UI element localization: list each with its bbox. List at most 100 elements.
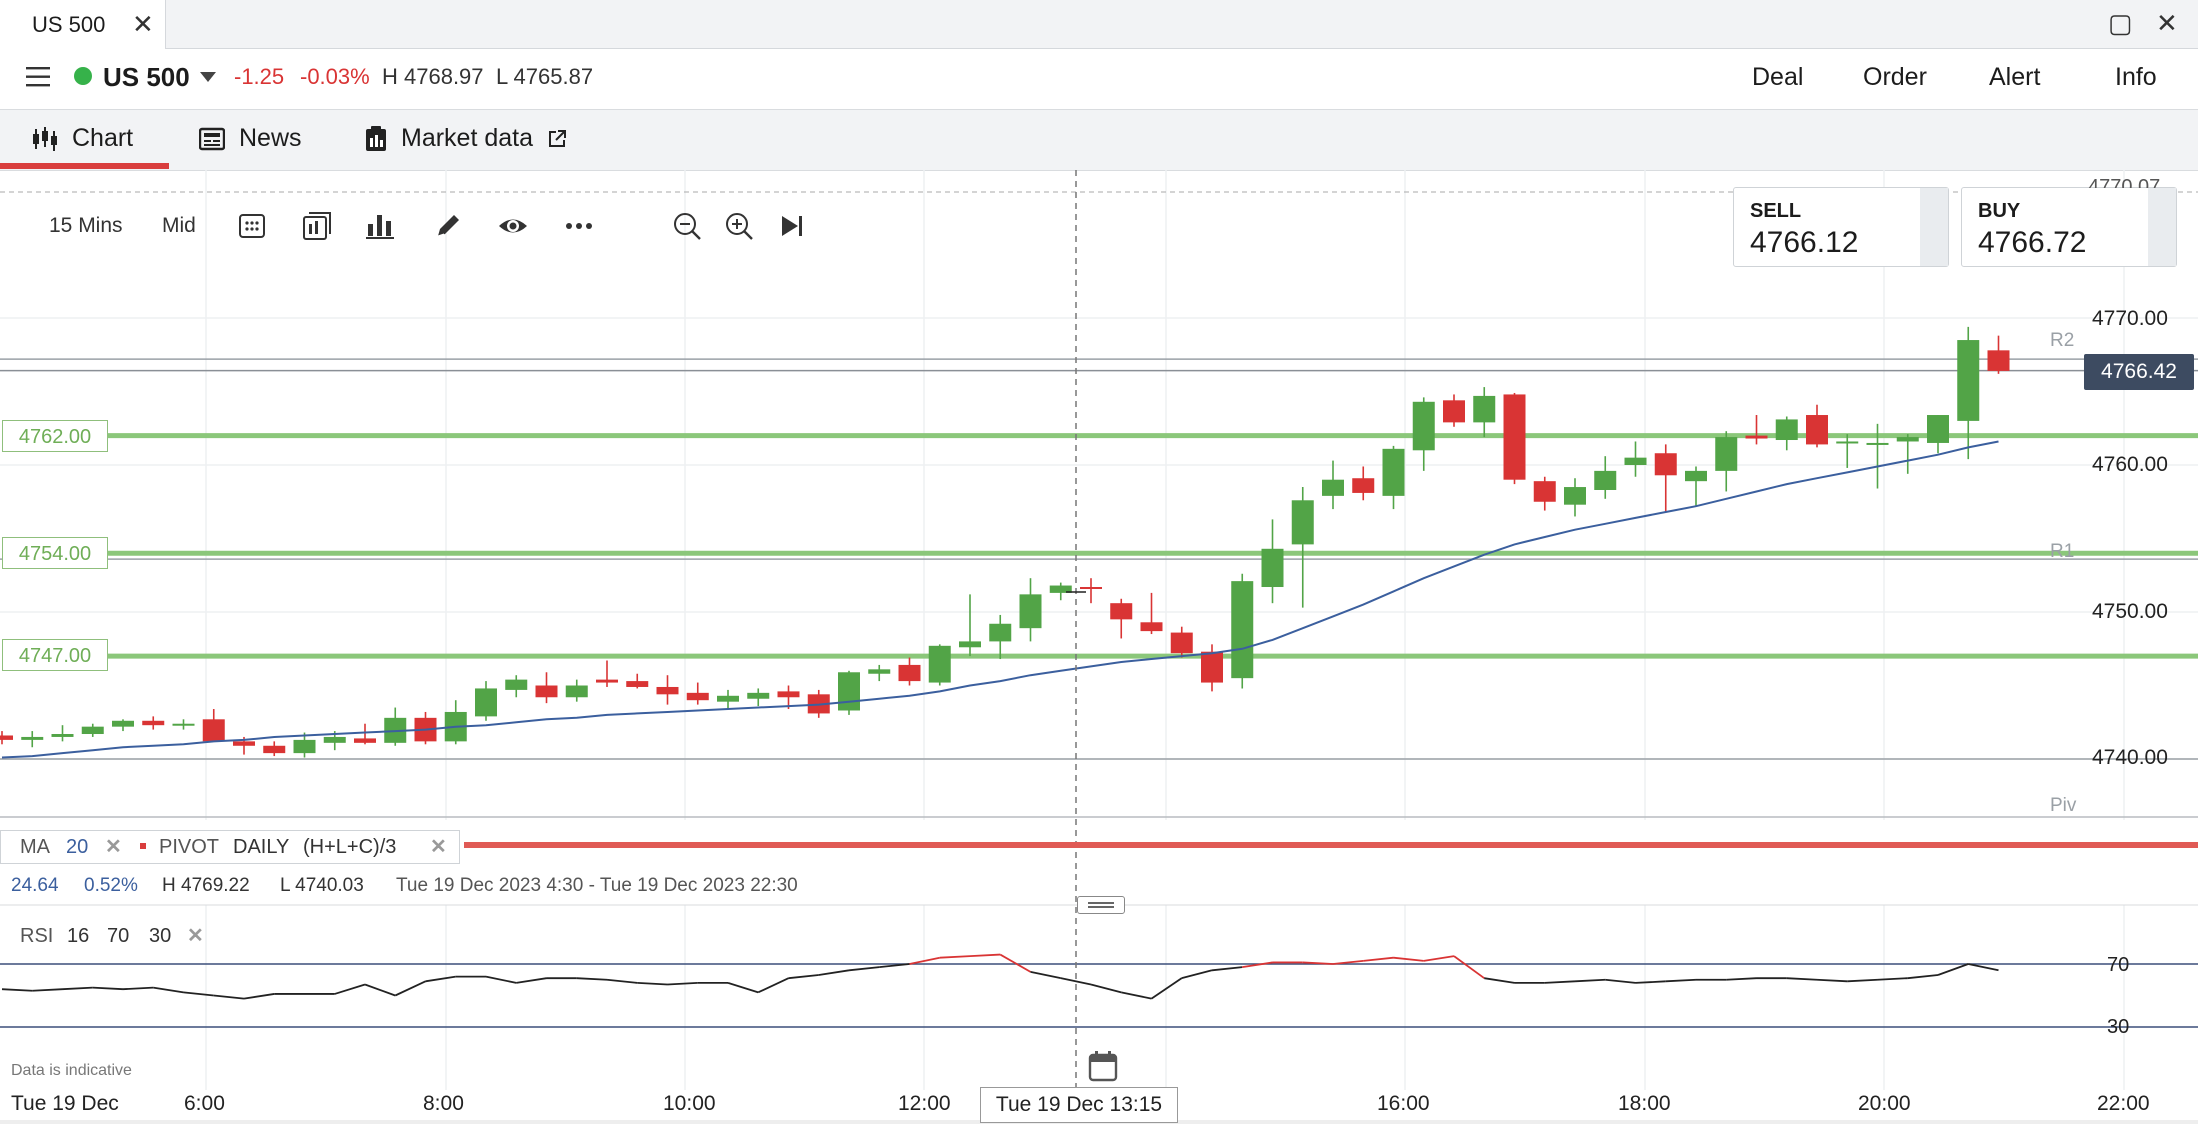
rsi-segment bbox=[1726, 977, 1757, 981]
order-button[interactable]: Order bbox=[1863, 63, 1927, 91]
rsi-segment bbox=[62, 986, 93, 991]
rsi-segment bbox=[999, 953, 1031, 973]
zoom-in-icon[interactable] bbox=[723, 210, 755, 242]
price-type-selector[interactable]: Mid bbox=[162, 214, 196, 237]
pencil-draw-icon[interactable] bbox=[432, 210, 464, 242]
buy-button[interactable]: BUY 4766.72 bbox=[1961, 187, 2177, 267]
bar-chart-icon[interactable] bbox=[364, 210, 396, 242]
candle bbox=[1503, 392, 1526, 485]
candle-body bbox=[354, 738, 376, 743]
hline-label[interactable]: 4754.00 bbox=[2, 537, 108, 569]
chart-type-grid-icon[interactable] bbox=[236, 210, 268, 242]
interval-selector[interactable]: 15 Mins bbox=[49, 214, 123, 237]
price-axis-label: 4760.00 bbox=[2092, 453, 2168, 476]
ma-period[interactable]: 20 bbox=[66, 836, 89, 858]
rsi-param[interactable]: 70 bbox=[107, 925, 130, 947]
candle bbox=[1957, 326, 1980, 460]
layout-icon[interactable] bbox=[300, 210, 332, 242]
candle-body bbox=[142, 720, 165, 726]
candle bbox=[1594, 456, 1617, 499]
rsi-param[interactable]: 30 bbox=[149, 925, 172, 947]
close-tab-icon[interactable]: ✕ bbox=[132, 9, 154, 39]
candle-body bbox=[747, 692, 770, 699]
pivot-period[interactable]: DAILY bbox=[233, 836, 290, 858]
ma-label[interactable]: MA bbox=[20, 836, 50, 858]
buy-label: BUY bbox=[1978, 200, 2021, 222]
remove-rsi-icon[interactable]: ✕ bbox=[187, 925, 204, 947]
candle bbox=[656, 675, 679, 705]
candle-body bbox=[1866, 442, 1889, 445]
candle bbox=[1745, 415, 1768, 445]
chevron-down-icon[interactable] bbox=[200, 72, 216, 84]
candle bbox=[1382, 445, 1405, 510]
candle-body bbox=[565, 685, 588, 698]
alert-button[interactable]: Alert bbox=[1989, 63, 2041, 91]
zoom-out-icon[interactable] bbox=[671, 210, 703, 242]
rsi-segment bbox=[1242, 961, 1273, 969]
hline-label[interactable]: 4747.00 bbox=[2, 639, 108, 671]
candle bbox=[142, 716, 165, 730]
tab-market-data-label: Market data bbox=[401, 124, 534, 152]
current-price-tag: 4766.42 bbox=[2084, 354, 2194, 390]
rsi-segment bbox=[818, 969, 850, 976]
rsi-segment bbox=[1030, 970, 1061, 980]
rsi-panel bbox=[0, 953, 2198, 1028]
pivot-formula[interactable]: (H+L+C)/3 bbox=[303, 836, 397, 858]
rsi-segment bbox=[1060, 977, 1092, 986]
disclaimer: Data is indicative bbox=[11, 1062, 132, 1079]
candle-body bbox=[1019, 594, 1042, 629]
candle-body bbox=[686, 692, 709, 701]
candle-body bbox=[838, 672, 860, 711]
candle bbox=[354, 723, 376, 745]
time-axis-date: Tue 19 Dec bbox=[11, 1092, 119, 1115]
rsi-segment bbox=[122, 986, 154, 991]
remove-pivot-icon[interactable]: ✕ bbox=[430, 836, 447, 858]
sell-label: SELL bbox=[1750, 200, 1802, 222]
maximize-icon[interactable]: ▢ bbox=[2108, 8, 2133, 38]
candle-body bbox=[0, 735, 13, 740]
rsi-segment bbox=[1332, 959, 1364, 965]
price-change: -1.25 bbox=[234, 64, 285, 89]
candle bbox=[1170, 626, 1193, 658]
eye-icon[interactable] bbox=[497, 210, 529, 242]
candle bbox=[1019, 578, 1042, 642]
candle-body bbox=[1745, 435, 1768, 439]
panel-resize-handle-icon[interactable] bbox=[1077, 896, 1125, 914]
scroll-to-latest-icon[interactable] bbox=[776, 210, 808, 242]
rsi-segment bbox=[939, 955, 971, 959]
view-tabs bbox=[0, 110, 2198, 171]
hline-label[interactable]: 4762.00 bbox=[2, 420, 108, 452]
window-close-icon[interactable]: ✕ bbox=[2156, 8, 2178, 38]
candle bbox=[444, 700, 467, 745]
instrument-name[interactable]: US 500 bbox=[103, 62, 190, 92]
candle-body bbox=[1140, 622, 1163, 632]
candle bbox=[1806, 404, 1828, 448]
calendar-icon[interactable] bbox=[1088, 1050, 1118, 1082]
tab-news[interactable]: News bbox=[199, 124, 302, 153]
remove-ma-icon[interactable]: ✕ bbox=[105, 836, 122, 858]
rsi-segment bbox=[1816, 978, 1848, 983]
rsi-param[interactable]: 16 bbox=[67, 925, 90, 947]
candles bbox=[0, 326, 2010, 758]
rsi-segment bbox=[485, 975, 517, 984]
info-button[interactable]: Info bbox=[2115, 63, 2157, 91]
more-options-icon[interactable] bbox=[563, 210, 595, 242]
hamburger-menu-icon[interactable] bbox=[26, 66, 52, 88]
pivot-label[interactable]: PIVOT bbox=[159, 836, 220, 858]
indicator-legend bbox=[0, 830, 460, 864]
candle bbox=[626, 673, 649, 689]
tab-market-data[interactable]: Market data bbox=[365, 124, 567, 153]
candle bbox=[202, 709, 225, 742]
tab-chart-label: Chart bbox=[72, 124, 134, 152]
deal-button[interactable]: Deal bbox=[1752, 63, 1804, 91]
candle-body bbox=[1715, 437, 1738, 471]
rsi-label[interactable]: RSI bbox=[20, 925, 54, 947]
sell-button[interactable]: SELL 4766.12 bbox=[1733, 187, 1949, 267]
candle-body bbox=[1170, 632, 1193, 654]
price-chart[interactable] bbox=[0, 170, 2198, 1124]
window-tab[interactable]: US 500 ✕ bbox=[0, 0, 166, 49]
candle-body bbox=[202, 719, 225, 742]
chart-grid bbox=[0, 170, 2198, 1090]
rsi-level-label: 30 bbox=[2107, 1016, 2130, 1038]
tab-chart[interactable]: Chart bbox=[32, 124, 133, 153]
